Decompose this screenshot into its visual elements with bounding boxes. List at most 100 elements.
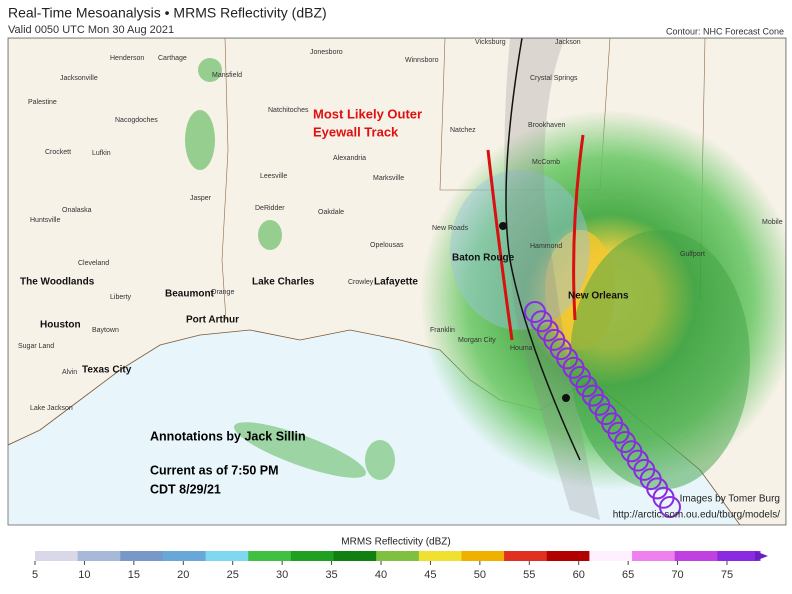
colorbar-tick-label: 50 [474, 569, 486, 581]
colorbar-segment [162, 551, 207, 561]
city-label: Mansfield [212, 72, 242, 79]
annotation: Annotations by Jack Sillin [150, 429, 306, 443]
colorbar-tick-label: 75 [721, 569, 733, 581]
track-point [562, 394, 570, 402]
annotation: Most Likely Outer [313, 106, 422, 121]
colorbar-segment [589, 551, 633, 561]
city-label: Baytown [92, 327, 119, 334]
colorbar-segment [35, 551, 79, 561]
colorbar-tick-label: 40 [375, 569, 387, 581]
major-city-label: Lafayette [374, 277, 418, 288]
city-label: Sugar Land [18, 343, 54, 350]
colorbar-tick-label: 20 [177, 569, 189, 581]
colorbar-segment [77, 551, 121, 561]
city-label: Opelousas [370, 242, 404, 249]
map-frame [7, 37, 787, 526]
title: Real-Time Mesoanalysis • MRMS Reflectivi… [8, 5, 327, 21]
city-label: Franklin [430, 327, 455, 334]
city-label: Jackson [555, 39, 581, 46]
colorbar-segment [461, 551, 505, 561]
city-label: Vicksburg [475, 39, 506, 46]
city-label: Marksville [373, 175, 404, 182]
city-label: Leesville [260, 173, 287, 180]
colorbar-segment [376, 551, 420, 561]
colorbar-segment [546, 551, 590, 561]
city-label: Onalaska [62, 207, 92, 214]
colorbar-tick-label: 45 [424, 569, 436, 581]
colorbar-tick-label: 55 [523, 569, 535, 581]
major-city-label: Lake Charles [252, 277, 315, 288]
major-city-label: New Orleans [568, 291, 629, 302]
city-label: Morgan City [458, 337, 496, 344]
eyewall-track [572, 134, 585, 321]
city-label: Hammond [530, 243, 562, 250]
major-city-label: Baton Rouge [452, 253, 515, 264]
colorbar-segment [248, 551, 292, 561]
colorbar-arrow [755, 551, 768, 561]
colorbar-tick-label: 10 [78, 569, 90, 581]
city-label: Natchez [450, 127, 476, 134]
colorbar-tick-label: 65 [622, 569, 634, 581]
city-label: New Roads [432, 225, 469, 232]
city-label: Oakdale [318, 209, 344, 216]
track-point [499, 222, 507, 230]
radar [185, 58, 786, 490]
colorbar-segment [205, 551, 249, 561]
city-label: DeRidder [255, 205, 285, 212]
colorbar-tick-label: 15 [128, 569, 140, 581]
colorbar-segment [333, 551, 377, 561]
city-label: Gulfport [680, 251, 705, 258]
annotation: CDT 8/29/21 [150, 482, 221, 496]
city-label: Natchitoches [268, 107, 309, 114]
forecast-cone [504, 38, 600, 520]
city-label: Brookhaven [528, 122, 565, 129]
colorbar-tick-label: 60 [573, 569, 585, 581]
city-label: Crystal Springs [530, 75, 578, 82]
city-label: Jacksonville [60, 75, 98, 82]
eyewall-track [486, 149, 514, 341]
colorbar-tick-label: 25 [227, 569, 239, 581]
city-label: Lufkin [92, 150, 111, 157]
colorbar-segment [418, 551, 462, 561]
city-label: Crowley [348, 279, 374, 286]
colorbar-segment [290, 551, 335, 561]
major-city-label: Port Arthur [186, 315, 239, 326]
city-label: Lake Jackson [30, 405, 73, 412]
city-label: Huntsville [30, 217, 60, 224]
major-city-label: Texas City [82, 365, 132, 376]
city-label: Cleveland [78, 260, 109, 267]
city-label: Palestine [28, 99, 57, 106]
city-label: Winnsboro [405, 57, 439, 64]
city-label: Nacogdoches [115, 117, 158, 124]
city-label: Jasper [190, 195, 212, 202]
city-label: Henderson [110, 55, 144, 62]
annotation: Eyewall Track [313, 124, 399, 139]
colorbar-segment [717, 551, 761, 561]
state-borders [221, 38, 706, 321]
colorbar-label: MRMS Reflectivity (dBZ) [341, 537, 450, 548]
map: Henderson Carthage Mansfield Jonesboro Winns… [8, 38, 786, 525]
credit: Images by Tomer Burg [680, 494, 780, 505]
city-label: Orange [211, 289, 234, 296]
credit-url: http://arctic.som.ou.edu/tburg/models/ [613, 510, 781, 521]
contour-note: Contour: NHC Forecast Cone [666, 26, 784, 36]
colorbar-tick-label: 5 [32, 569, 38, 581]
city-label: Mobile [762, 219, 783, 226]
colorbar-segment [504, 551, 548, 561]
city-label: McComb [532, 159, 560, 166]
eye-history [524, 301, 681, 518]
colorbar-tick-label: 70 [671, 569, 683, 581]
subtitle: Valid 0050 UTC Mon 30 Aug 2021 [8, 24, 174, 36]
track-line [505, 38, 581, 461]
eye-circle [659, 496, 681, 518]
city-label: Liberty [110, 294, 132, 301]
colorbar-segment [632, 551, 676, 561]
city-label: Jonesboro [310, 49, 343, 56]
city-label: Houma [510, 345, 533, 352]
colorbar-tick-label: 35 [325, 569, 337, 581]
major-city-label: Beaumont [165, 289, 215, 300]
colorbar-segment [120, 551, 164, 561]
city-label: Alexandria [333, 155, 366, 162]
